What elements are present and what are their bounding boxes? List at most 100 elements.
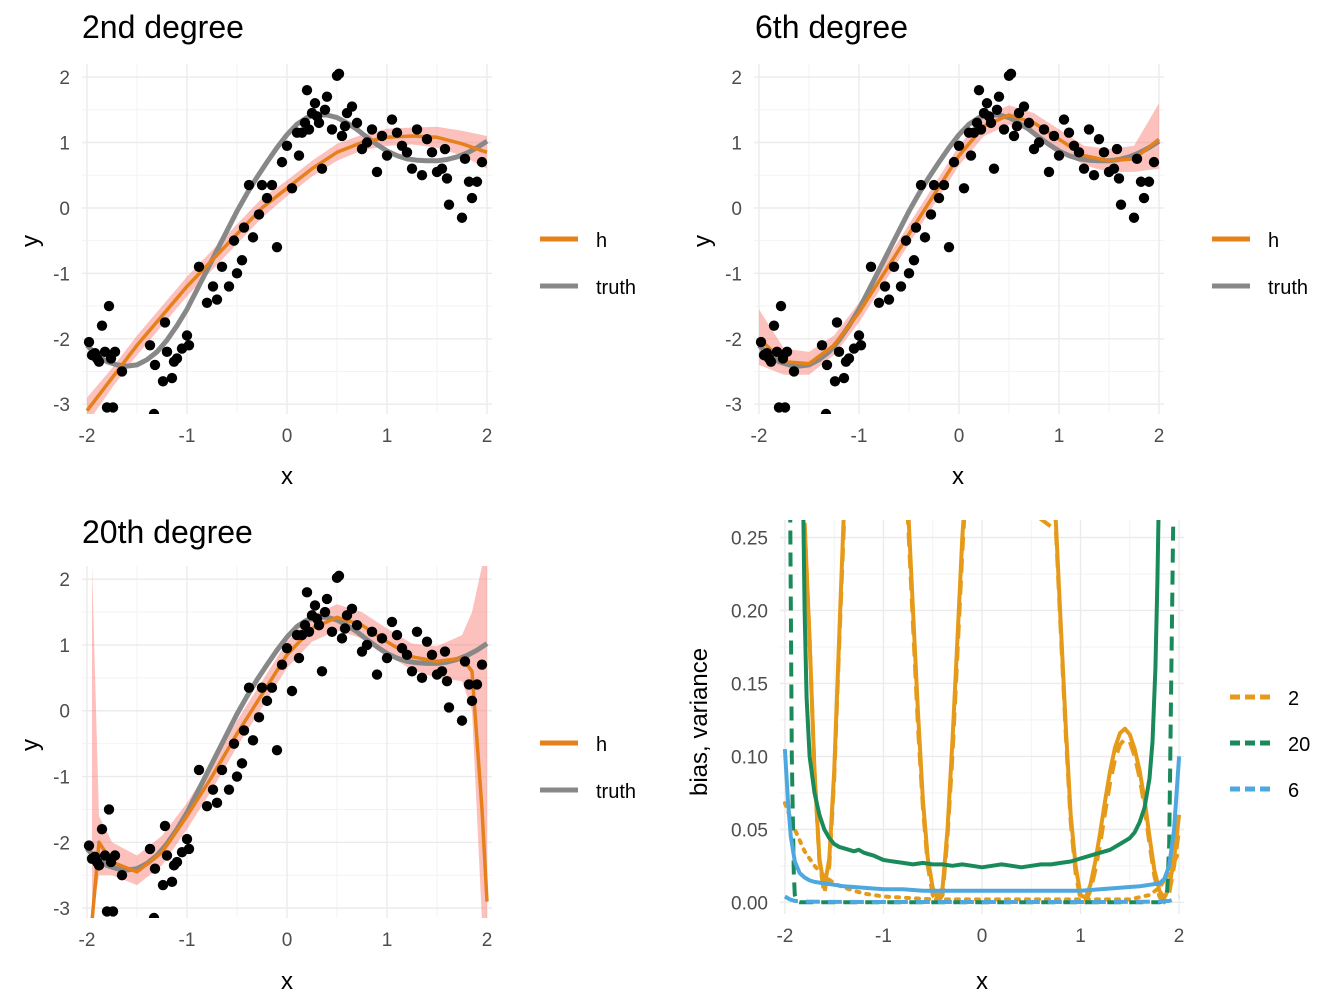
y-tick-label: -3 [53,899,70,920]
data-point [833,346,845,358]
data-point [261,695,273,707]
y-tick-label: -1 [53,768,70,789]
panel-title: 6th degree [755,9,908,45]
data-point [466,695,478,707]
data-point [321,593,333,605]
plot-area: -2 -1 0 1 2 -3 -2 -1 0 1 2 [53,566,492,951]
x-axis-label: x [976,968,988,995]
data-point [301,587,313,598]
data-point [386,616,398,628]
data-point [366,124,378,135]
x-tick-label: 2 [1174,926,1185,947]
panel-6th-degree: 6th degree -2 -1 0 1 2 -3 -2 -1 0 1 2 x y h truth [689,9,1308,490]
data-point [376,130,388,142]
data-point [788,366,800,377]
data-point [838,372,850,384]
data-point [166,876,178,888]
data-point [99,346,111,358]
data-point [107,906,119,917]
y-tick-label: -2 [725,330,742,351]
data-point [281,140,293,151]
series-2-dotted [782,801,1182,902]
data-point [316,163,328,174]
data-point [900,235,912,246]
data-point [96,823,108,835]
x-tick-label: -1 [179,426,196,447]
data-point [421,134,433,145]
data-point [326,626,338,637]
data-point [1128,212,1140,223]
y-tick-label: 0 [731,199,742,220]
plot-clip-group [755,68,1161,414]
x-tick-label: 1 [1054,426,1065,447]
data-point [351,117,363,129]
data-point [908,255,920,266]
data-point [406,163,418,174]
data-point [915,179,927,191]
data-point [286,183,298,194]
data-point [116,366,128,377]
data-point [216,261,228,273]
data-point [466,192,478,204]
data-point [988,163,1000,174]
truth-line [85,112,489,369]
data-point [391,629,403,641]
data-point [1008,130,1020,142]
y-tick-label: 0.10 [731,747,768,768]
truth-line [757,112,1161,369]
data-point [1108,163,1120,174]
x-tick-label: -2 [79,930,96,951]
y-tick-label: 1 [731,134,742,155]
data-point [336,633,348,644]
data-point [933,192,945,204]
data-point [211,294,223,305]
data-point [303,626,315,637]
x-tick-label: 0 [282,930,293,951]
data-point [93,860,105,871]
data-point [109,346,121,358]
data-point [238,222,250,233]
data-point [293,150,305,161]
data-point [293,652,305,664]
data-point [201,297,213,308]
data-point [276,659,288,670]
data-point [768,320,780,331]
data-point [171,353,183,364]
confidence-band [87,126,487,414]
x-tick-label: 1 [382,426,393,447]
data-point [336,130,348,142]
x-tick-label: -1 [875,926,892,947]
data-point [1148,156,1160,168]
data-point [973,84,985,96]
data-point [416,672,428,684]
x-tick-label: 1 [382,930,393,951]
data-point [1048,130,1060,142]
data-point [303,124,315,135]
data-point [83,336,95,348]
data-point [853,330,865,341]
y-tick-label: -1 [725,264,742,285]
data-point [439,646,451,657]
data-point [231,268,243,279]
data-point [333,68,345,80]
x-axis-label: x [281,463,293,490]
data-point [779,402,791,413]
data-point [253,712,265,723]
data-point [103,300,115,312]
x-tick-label: -2 [79,426,96,447]
data-point [228,738,240,749]
data-point [1043,166,1055,178]
data-point [401,649,413,661]
data-point [910,222,922,233]
data-point [281,643,293,654]
data-point [366,626,378,637]
data-point [463,176,475,187]
data-point [411,124,423,135]
data-point [223,281,235,292]
data-point [266,682,278,693]
data-point [231,771,243,782]
y-tick-label: 1 [59,134,70,155]
data-point [149,359,161,371]
data-point [103,804,115,815]
